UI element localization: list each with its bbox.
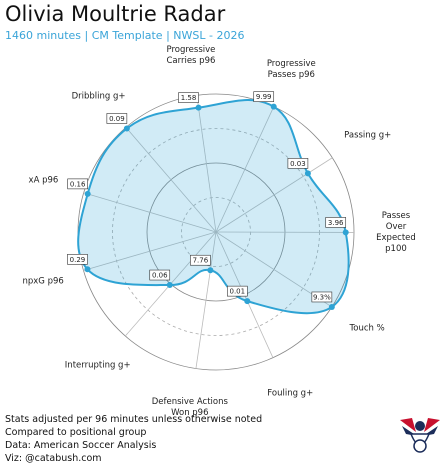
stat-label: 9.99 xyxy=(256,93,272,101)
axis-label: Dribbling g+ xyxy=(71,91,126,102)
stat-label: 0.09 xyxy=(109,115,125,123)
axis-spoke xyxy=(83,192,217,233)
axis-label: Defensive Actions Won p96 xyxy=(151,397,228,419)
axis-label: xA p96 xyxy=(28,175,59,186)
stat-label: 1.58 xyxy=(181,94,197,102)
stat-label-box xyxy=(67,178,88,190)
stat-label: 0.06 xyxy=(152,272,168,280)
stat-label-box xyxy=(67,254,88,265)
stat-label: 3.96 xyxy=(328,219,344,227)
stat-label: 9.3% xyxy=(313,293,331,301)
axis-label: Progressive Carries p96 xyxy=(166,44,216,66)
radar-point xyxy=(123,125,130,132)
radar-point xyxy=(207,267,214,274)
radar-point xyxy=(342,229,349,236)
stat-label: 0.03 xyxy=(290,160,306,168)
axis-spoke xyxy=(195,231,217,369)
stat-label-box xyxy=(227,285,248,297)
stat-label-box xyxy=(178,92,199,103)
footer-line: Data: American Soccer Analysis xyxy=(5,440,157,451)
stat-label-box xyxy=(311,291,333,303)
axis-spoke xyxy=(83,231,217,271)
axis-spoke xyxy=(215,106,275,233)
stat-label: 0.01 xyxy=(230,288,246,296)
axis-spoke xyxy=(125,127,217,233)
axis-label: Touch % xyxy=(349,323,385,334)
radar-point xyxy=(244,298,251,305)
stat-label: 7.76 xyxy=(193,257,209,265)
logo xyxy=(400,418,440,453)
stat-label-box xyxy=(325,217,347,228)
axis-label: Interrupting g+ xyxy=(64,360,131,371)
stat-label-box xyxy=(287,158,309,169)
footer-line: Compared to positional group xyxy=(5,427,147,438)
radar-point xyxy=(328,303,335,310)
radar-point xyxy=(166,282,173,289)
radar-area xyxy=(77,99,350,315)
axis-spoke xyxy=(196,95,217,233)
subtitle: 1460 minutes | CM Template | NWSL - 2026 xyxy=(5,29,245,42)
stat-label-box xyxy=(253,91,275,102)
axis-label: Progressive Passes p96 xyxy=(266,59,316,81)
axis-label: Fouling g+ xyxy=(267,388,314,399)
title: Olivia Moultrie Radar xyxy=(5,2,226,26)
axis-spoke xyxy=(215,157,333,233)
radar-point xyxy=(270,103,277,110)
radar-point xyxy=(195,104,202,111)
radar-point xyxy=(304,170,311,177)
stat-label: 0.16 xyxy=(70,180,86,188)
radar-point xyxy=(84,190,91,197)
radar-point xyxy=(84,266,91,273)
stat-label: 0.29 xyxy=(70,256,86,264)
axis-label: Passes Over Expected p100 xyxy=(376,210,416,254)
footer-line: Stats adjusted per 96 minutes unless oth… xyxy=(5,414,263,425)
stat-label-box xyxy=(149,269,171,281)
footer-line: Viz: @catabush.com xyxy=(5,453,102,464)
axis-label: npxG p96 xyxy=(22,276,64,287)
stat-label-box xyxy=(106,113,128,124)
stat-label-box xyxy=(190,254,211,266)
axis-label: Passing g+ xyxy=(344,130,392,141)
